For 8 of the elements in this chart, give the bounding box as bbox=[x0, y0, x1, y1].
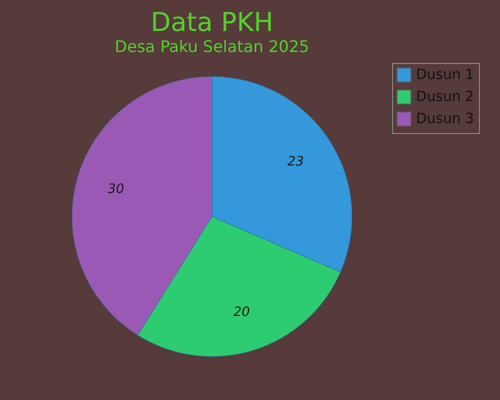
data-label: 20 bbox=[233, 304, 250, 320]
data-label: 23 bbox=[287, 154, 304, 170]
chart-title: Data PKH bbox=[150, 8, 274, 38]
legend-label: Dusun 2 bbox=[416, 89, 474, 105]
legend-label: Dusun 3 bbox=[416, 111, 474, 127]
legend-label: Dusun 1 bbox=[416, 67, 474, 83]
data-label: 30 bbox=[108, 182, 124, 197]
chart-subtitle: Desa Paku Selatan 2025 bbox=[114, 37, 310, 56]
